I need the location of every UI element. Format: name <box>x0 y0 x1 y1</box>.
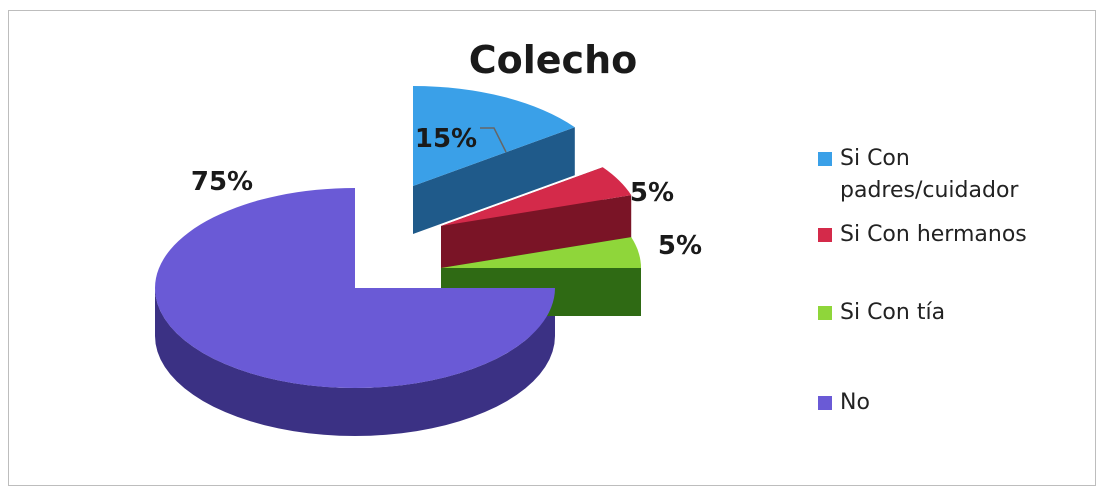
legend-label-si-con-padres: Si Con padres/cuidador <box>840 146 1019 203</box>
legend: Si Con padres/cuidador Si Con hermanos S… <box>818 143 1088 427</box>
legend-swatch-si-con-tia <box>818 306 832 320</box>
pie-slice-si-con-hermanos <box>441 167 632 226</box>
legend-label-si-con-hermanos: Si Con hermanos <box>840 222 1027 247</box>
legend-item-si-con-hermanos: Si Con hermanos <box>818 219 1088 297</box>
data-label-si-con-padres: 15% <box>415 124 477 154</box>
legend-item-no: No <box>818 387 1088 427</box>
legend-swatch-si-con-padres <box>818 152 832 166</box>
legend-label-si-con-tia: Si Con tía <box>840 300 946 325</box>
legend-swatch-no <box>818 396 832 410</box>
pie-slice-side-si-con-padres <box>413 127 575 234</box>
pie-slice-no <box>155 188 555 388</box>
legend-label-no: No <box>840 390 870 415</box>
data-label-si-con-tia: 5% <box>658 231 702 261</box>
leader-line-si-con-padres <box>480 127 507 153</box>
legend-swatch-si-con-hermanos <box>818 228 832 242</box>
chart-title: Colecho <box>468 38 638 82</box>
pie-slice-side-si-con-hermanos <box>441 195 632 274</box>
legend-item-si-con-padres: Si Con padres/cuidador <box>818 143 1088 219</box>
pie-slice-si-con-tia <box>441 237 641 268</box>
legend-item-si-con-tia: Si Con tía <box>818 297 1088 387</box>
data-label-si-con-hermanos: 5% <box>630 178 674 208</box>
pie-slice-si-con-padres <box>413 86 575 186</box>
data-label-no: 75% <box>191 167 253 197</box>
pie-slice-side-no <box>155 288 555 436</box>
